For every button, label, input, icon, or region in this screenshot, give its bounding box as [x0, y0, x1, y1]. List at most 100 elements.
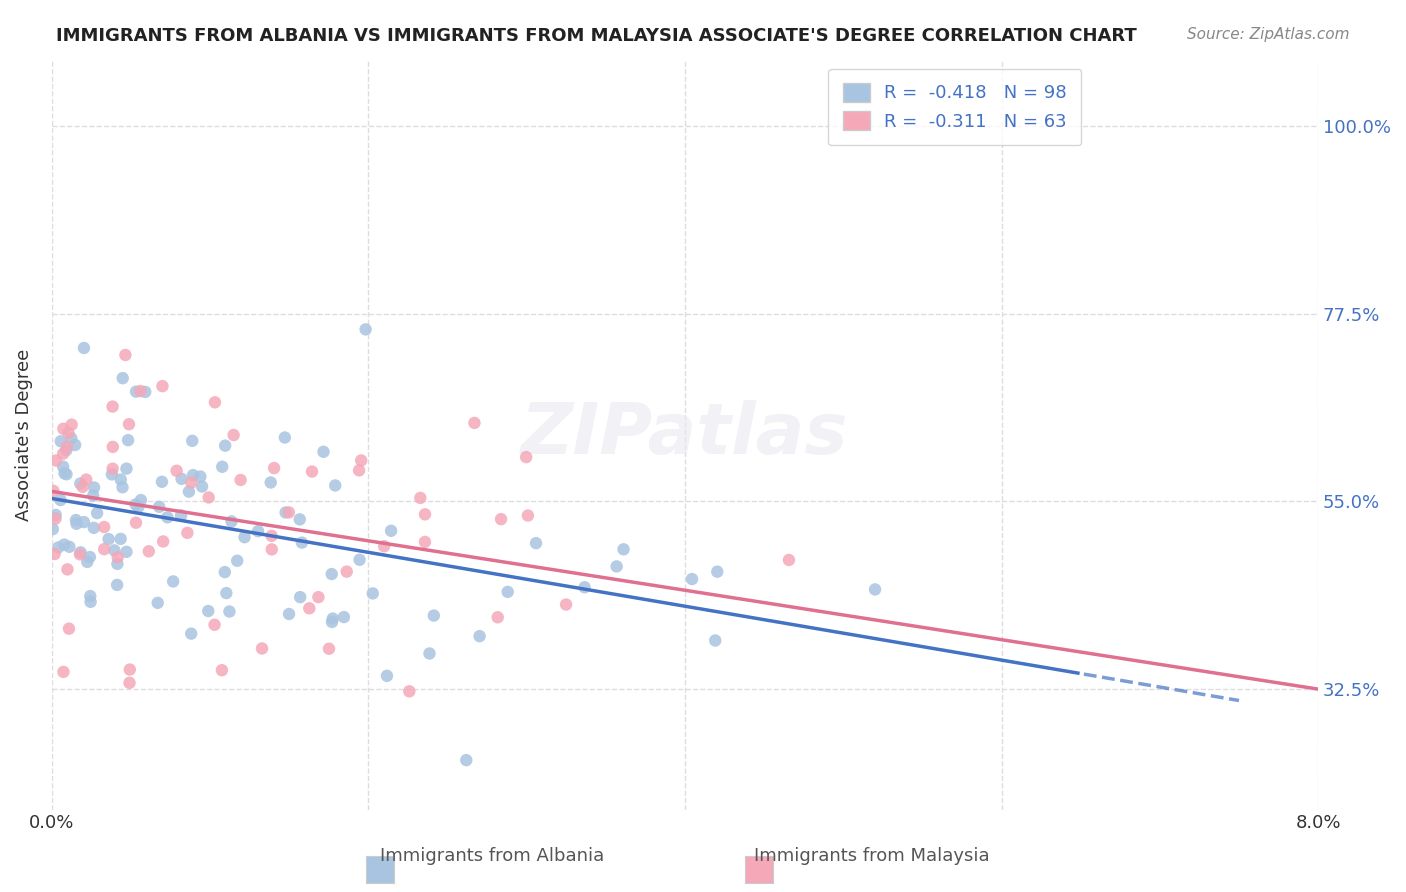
Point — [274, 430, 297, 444]
Point — [115, 461, 138, 475]
Point — [204, 617, 226, 632]
Text: Immigrants from Malaysia: Immigrants from Malaysia — [754, 847, 990, 865]
Point — [97, 532, 120, 546]
Point — [83, 481, 105, 495]
Point — [127, 500, 149, 514]
Point — [49, 493, 72, 508]
Point — [468, 629, 491, 643]
Point — [288, 512, 311, 526]
Point — [515, 450, 537, 464]
Point — [312, 444, 335, 458]
Point — [612, 542, 634, 557]
Point — [181, 468, 204, 483]
Point — [69, 476, 91, 491]
Point — [290, 590, 312, 604]
Point — [79, 595, 101, 609]
Point — [42, 522, 65, 536]
Point — [681, 572, 703, 586]
Point — [181, 434, 204, 448]
Point — [373, 539, 395, 553]
Point — [44, 511, 66, 525]
Point — [197, 491, 219, 505]
Point — [69, 547, 91, 561]
Point — [409, 491, 432, 505]
Point — [247, 524, 270, 539]
Point — [226, 554, 249, 568]
Point — [82, 489, 104, 503]
Point — [354, 322, 377, 336]
Point — [79, 589, 101, 603]
Point — [274, 506, 297, 520]
Text: Immigrants from Albania: Immigrants from Albania — [380, 847, 605, 865]
Point — [105, 578, 128, 592]
Point — [211, 663, 233, 677]
Point — [222, 428, 245, 442]
Point — [463, 416, 485, 430]
Point — [45, 453, 67, 467]
Point — [215, 586, 238, 600]
Point — [53, 538, 76, 552]
Point — [375, 669, 398, 683]
Point — [229, 473, 252, 487]
Point — [418, 647, 440, 661]
Point — [55, 467, 77, 482]
Point — [555, 598, 578, 612]
Point — [52, 459, 75, 474]
Point — [321, 615, 343, 629]
Point — [118, 417, 141, 432]
Point — [44, 547, 66, 561]
Point — [162, 574, 184, 589]
Point — [93, 520, 115, 534]
Point — [93, 542, 115, 557]
Point — [516, 508, 538, 523]
Point — [55, 443, 77, 458]
Point — [101, 440, 124, 454]
Point — [233, 530, 256, 544]
Point — [76, 555, 98, 569]
Point — [250, 641, 273, 656]
Point — [291, 535, 314, 549]
Point — [486, 610, 509, 624]
Point — [52, 665, 75, 679]
Text: Source: ZipAtlas.com: Source: ZipAtlas.com — [1187, 27, 1350, 42]
Point — [83, 521, 105, 535]
Point — [129, 493, 152, 508]
Point — [260, 475, 283, 490]
Point — [73, 515, 96, 529]
Point — [524, 536, 547, 550]
Point — [111, 371, 134, 385]
Point — [60, 431, 83, 445]
Point — [75, 473, 97, 487]
Point — [65, 513, 87, 527]
Point — [65, 516, 87, 531]
Point — [349, 553, 371, 567]
Point — [278, 607, 301, 621]
Point — [150, 475, 173, 489]
Point — [170, 472, 193, 486]
Point — [101, 467, 124, 482]
Point — [52, 447, 75, 461]
Point — [58, 540, 80, 554]
Point — [45, 508, 67, 522]
Point — [423, 608, 446, 623]
Point — [204, 395, 226, 409]
Point — [101, 400, 124, 414]
Legend: R =  -0.418   N = 98, R =  -0.311   N = 63: R = -0.418 N = 98, R = -0.311 N = 63 — [828, 69, 1081, 145]
Point — [413, 508, 436, 522]
Point — [69, 545, 91, 559]
Text: ZIPatlas: ZIPatlas — [522, 401, 849, 469]
Point — [114, 348, 136, 362]
Point — [103, 543, 125, 558]
Point — [380, 524, 402, 538]
Point — [42, 483, 65, 498]
Point — [350, 453, 373, 467]
Point — [58, 426, 80, 441]
Point — [156, 510, 179, 524]
Point — [152, 379, 174, 393]
Point — [298, 601, 321, 615]
Point — [73, 341, 96, 355]
Point — [221, 515, 243, 529]
Point — [322, 611, 344, 625]
Point — [101, 461, 124, 475]
Point — [52, 422, 75, 436]
